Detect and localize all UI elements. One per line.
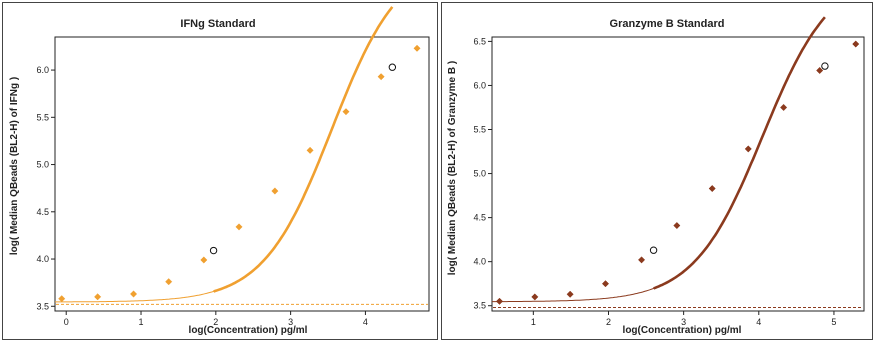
y-tick-label: 5.5 [36,112,49,122]
x-tick-label: 3 [288,317,293,327]
data-point [271,187,279,195]
open-data-point [209,246,218,255]
granzyme-b-standard-chart: Granzyme B Standard log(Concentration) p… [447,16,865,336]
y-tick-label: 3.5 [36,301,49,311]
y-tick-label: 6.5 [473,36,486,46]
x-tick-label: 1 [139,317,144,327]
plot-frame [491,36,865,312]
data-point [165,278,173,286]
data-point [780,103,788,112]
data-point [342,108,350,116]
y-tick-label: 4.0 [36,254,49,264]
x-tick-label: 2 [213,317,218,327]
open-data-point [388,63,397,71]
data-point [377,73,385,81]
data-point [94,293,102,301]
y-tick-label: 6.0 [36,65,49,75]
x-tick-label: 0 [64,317,69,327]
data-point [673,221,681,230]
chart-panel-granzyme-b: Granzyme B Standard log(Concentration) p… [441,2,873,340]
y-tick-label: 4.0 [473,257,486,267]
data-point [637,256,646,264]
y-axis-label: log( Median QBeads (BL2-H) of IFNg ) [9,77,20,255]
data-point [200,256,208,264]
chart-title: IFNg Standard [180,18,255,30]
x-tick-label: 2 [606,317,611,327]
fit-curve [55,39,372,303]
y-tick-label: 3.5 [473,301,486,311]
fit-curve-range [653,16,826,290]
x-axis-label: log(Concentration) pg/ml [189,325,308,336]
y-tick-label: 4.5 [36,207,49,217]
plot-frame [54,36,430,312]
y-tick-label: 4.5 [473,213,486,223]
x-tick-label: 4 [756,317,761,327]
y-tick-label: 5.0 [36,160,49,170]
data-point [708,184,716,193]
y-tick-label: 5.5 [473,125,486,135]
data-point [566,290,574,298]
data-point [235,223,243,231]
data-point [601,280,610,288]
data-point [495,297,504,305]
data-point [744,145,752,153]
y-tick-label: 5.0 [473,169,486,179]
x-tick-label: 5 [831,317,836,327]
ifng-standard-chart: IFNg Standard log(Concentration) pg/ml l… [9,6,430,336]
data-point [816,66,824,75]
open-data-point [649,246,658,254]
y-tick-label: 6.0 [473,80,486,90]
fit-curve-range [213,6,394,293]
open-data-point [821,62,829,70]
data-point [413,44,421,52]
x-tick-label: 4 [363,317,368,327]
x-tick-label: 1 [531,317,536,327]
chart-title: Granzyme B Standard [610,18,725,30]
data-point [129,290,138,298]
data-point [58,295,66,303]
data-point [852,40,860,48]
data-point [306,146,314,154]
chart-panel-ifng: IFNg Standard log(Concentration) pg/ml l… [2,2,438,340]
y-axis-label: log( Median QBeads (BL2-H) of Granzyme B… [447,61,458,275]
data-point [531,293,539,301]
x-axis-label: log(Concentration) pg/ml [623,325,742,336]
x-tick-label: 3 [681,317,686,327]
fit-curve [492,37,811,303]
